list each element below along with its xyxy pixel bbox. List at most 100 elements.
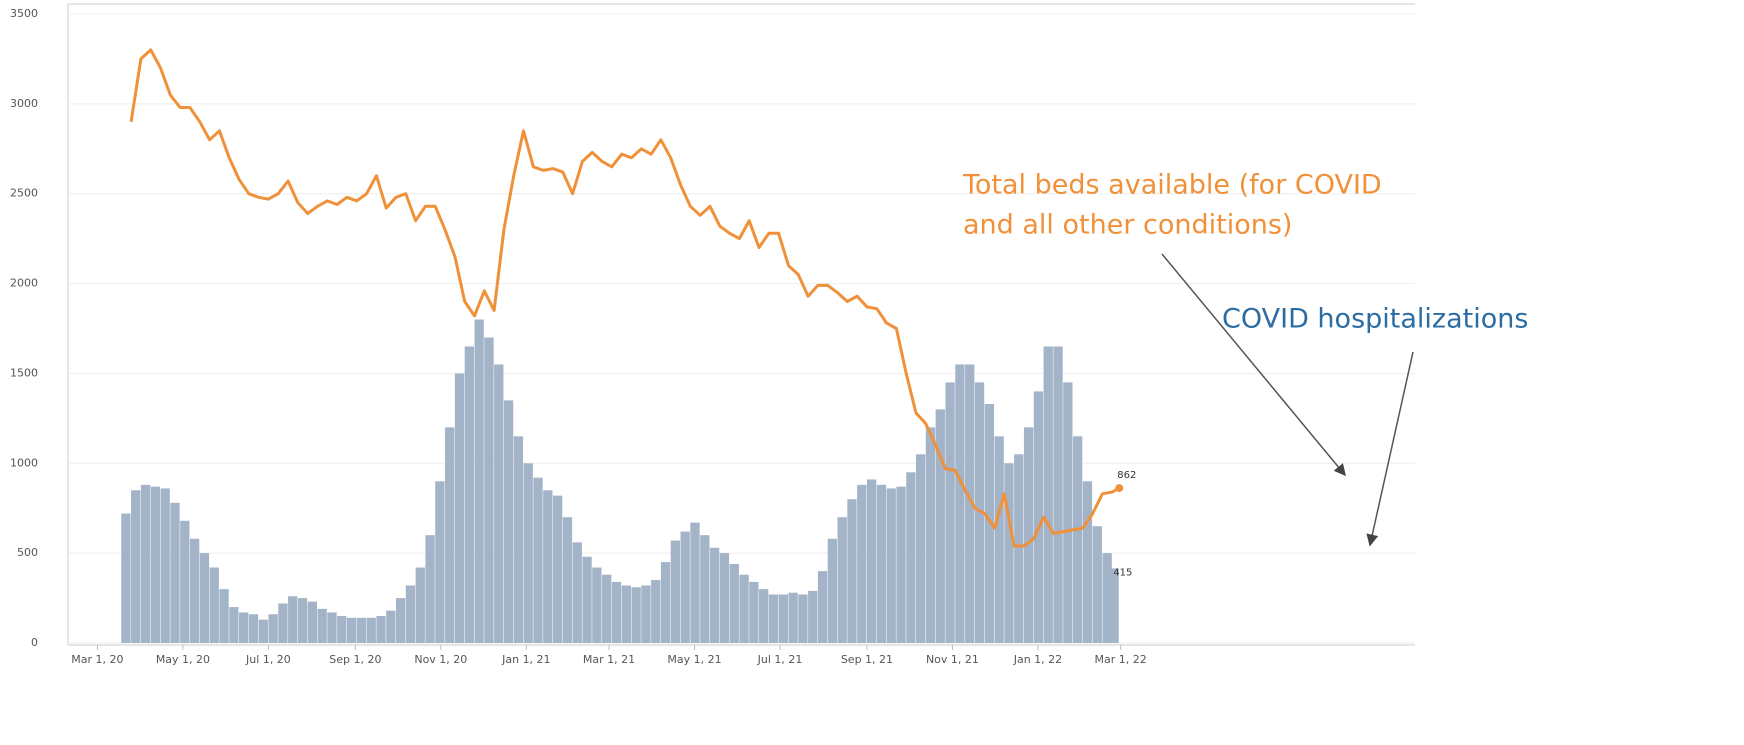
bar bbox=[474, 319, 484, 643]
bar bbox=[935, 409, 945, 643]
x-tick-label: Jan 1, 22 bbox=[1013, 653, 1062, 666]
bar bbox=[582, 556, 592, 643]
end-point bbox=[1115, 484, 1124, 493]
value-label: 862 bbox=[1117, 470, 1136, 481]
bar bbox=[297, 598, 308, 643]
bar bbox=[572, 542, 582, 643]
bar bbox=[454, 373, 465, 643]
beds-annotation: and all other conditions) bbox=[963, 210, 1292, 241]
bar bbox=[621, 585, 631, 643]
bar bbox=[268, 614, 278, 643]
x-tick-label: Nov 1, 21 bbox=[926, 653, 979, 666]
bar bbox=[759, 589, 769, 643]
bar bbox=[425, 535, 435, 643]
bar bbox=[445, 427, 455, 643]
arrow bbox=[1366, 351, 1414, 547]
bar bbox=[700, 535, 710, 643]
bar bbox=[886, 488, 896, 643]
bar bbox=[376, 616, 386, 643]
bar bbox=[366, 617, 376, 643]
arrow bbox=[1161, 253, 1346, 477]
bar bbox=[180, 520, 190, 643]
bar bbox=[1102, 553, 1112, 643]
bar bbox=[140, 484, 151, 643]
bar bbox=[631, 587, 641, 643]
bar bbox=[827, 538, 838, 643]
bar bbox=[160, 488, 170, 643]
bar bbox=[768, 594, 779, 643]
bar bbox=[651, 580, 661, 643]
bar bbox=[739, 574, 749, 643]
bar bbox=[660, 562, 671, 643]
bar bbox=[219, 589, 229, 643]
bar bbox=[690, 522, 700, 643]
bar bbox=[356, 617, 367, 643]
value-label: 415 bbox=[1113, 567, 1132, 578]
bar bbox=[817, 571, 828, 643]
bar bbox=[1092, 526, 1102, 643]
bar bbox=[1072, 436, 1083, 643]
beds-annotation: Total beds available (for COVID bbox=[962, 170, 1382, 201]
x-tick-label: May 1, 21 bbox=[667, 653, 721, 666]
x-tick-label: May 1, 20 bbox=[156, 653, 210, 666]
bar bbox=[1043, 346, 1053, 643]
bar bbox=[876, 484, 887, 643]
x-tick-label: Mar 1, 22 bbox=[1095, 653, 1147, 666]
bar bbox=[552, 495, 563, 643]
bar bbox=[974, 382, 985, 643]
bar bbox=[1063, 382, 1073, 643]
bar bbox=[857, 484, 867, 643]
bar bbox=[503, 400, 514, 643]
bar bbox=[965, 364, 975, 643]
bar bbox=[729, 563, 739, 643]
bar bbox=[346, 617, 357, 643]
bar bbox=[798, 594, 808, 643]
bar bbox=[719, 553, 730, 643]
x-tick-label: Jan 1, 21 bbox=[501, 653, 550, 666]
x-tick-label: Mar 1, 20 bbox=[71, 653, 123, 666]
bar bbox=[709, 547, 720, 643]
bar bbox=[1023, 427, 1034, 643]
bar bbox=[150, 486, 161, 643]
bar bbox=[749, 581, 759, 643]
y-tick-label: 2500 bbox=[10, 187, 38, 200]
bar bbox=[1004, 463, 1014, 643]
bar bbox=[670, 540, 681, 643]
bar bbox=[788, 592, 798, 643]
y-tick-label: 2000 bbox=[10, 277, 38, 290]
bar bbox=[866, 479, 877, 643]
bar bbox=[994, 436, 1004, 643]
bar bbox=[896, 486, 906, 643]
bar bbox=[278, 603, 288, 643]
bar bbox=[592, 567, 602, 643]
bar bbox=[209, 567, 219, 643]
y-tick-label: 3000 bbox=[10, 97, 38, 110]
bar bbox=[562, 517, 573, 643]
bar bbox=[945, 382, 955, 643]
bar bbox=[170, 502, 180, 643]
bar bbox=[523, 463, 533, 643]
bar bbox=[395, 598, 406, 643]
bar bbox=[847, 499, 857, 643]
bar bbox=[415, 567, 425, 643]
hosp-annotation: COVID hospitalizations bbox=[1222, 304, 1528, 335]
bar bbox=[307, 601, 318, 643]
bar bbox=[984, 403, 995, 643]
bar bbox=[602, 574, 612, 643]
bar bbox=[121, 513, 131, 643]
bar bbox=[464, 346, 474, 643]
bar bbox=[837, 517, 847, 643]
x-tick-label: Nov 1, 20 bbox=[414, 653, 467, 666]
bar bbox=[543, 490, 553, 643]
bar bbox=[239, 612, 249, 643]
bar bbox=[641, 585, 651, 643]
bar bbox=[680, 531, 690, 643]
y-tick-label: 500 bbox=[17, 546, 38, 559]
bar bbox=[248, 614, 259, 643]
line bbox=[129, 48, 1120, 548]
bar bbox=[327, 612, 337, 643]
bar bbox=[405, 585, 416, 643]
y-tick-label: 3500 bbox=[10, 7, 38, 20]
bar bbox=[1082, 481, 1093, 643]
